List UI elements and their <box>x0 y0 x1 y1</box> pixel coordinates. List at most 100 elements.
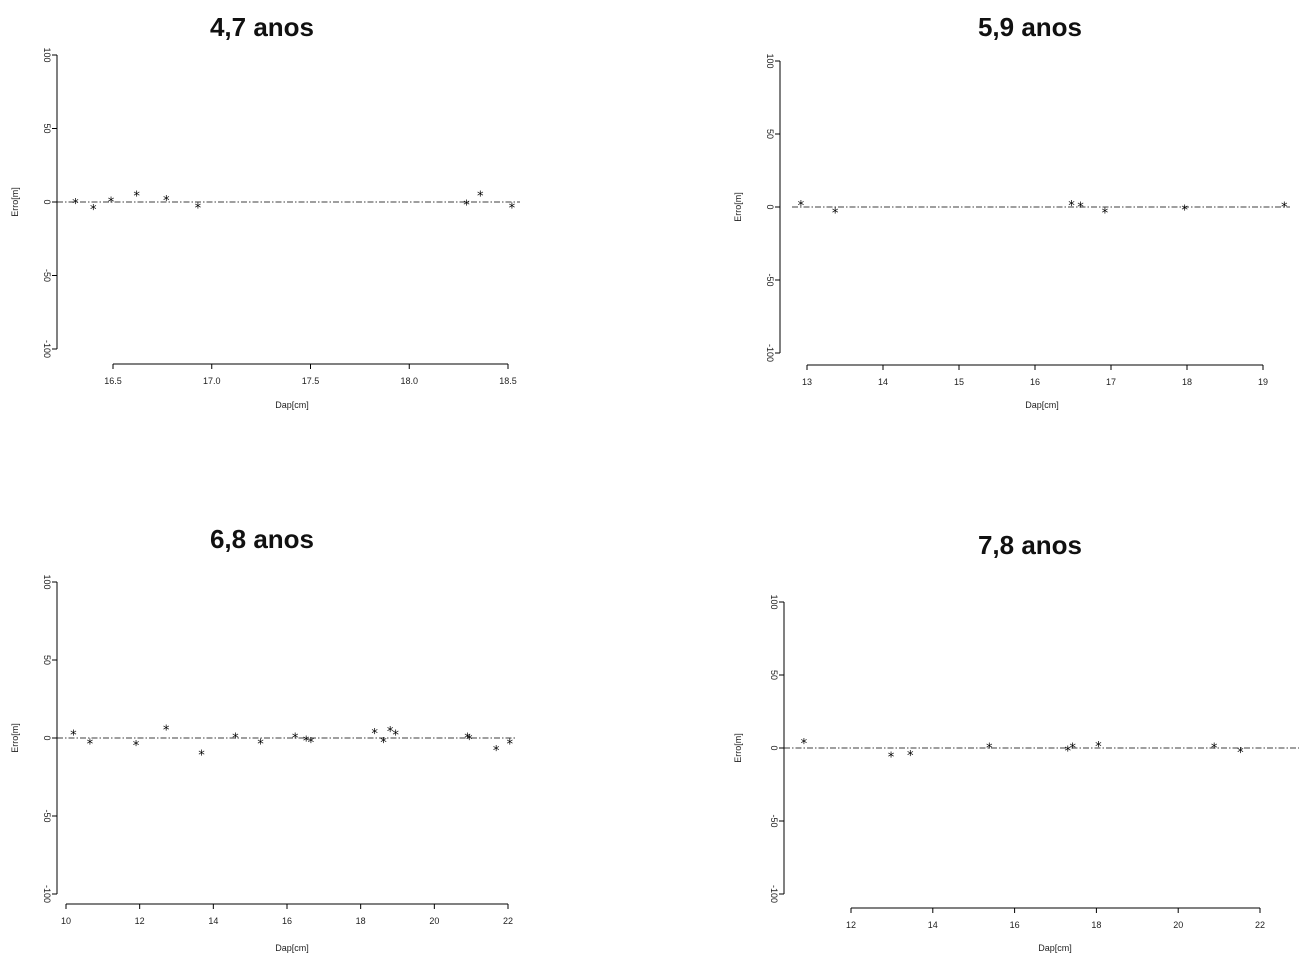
x-axis-label: Dap[cm] <box>275 400 309 410</box>
y-tick-label: 50 <box>765 129 775 139</box>
data-point: * <box>386 725 394 740</box>
data-point: * <box>133 190 141 205</box>
y-tick-label: 0 <box>42 199 52 204</box>
x-tick-label: 19 <box>1258 377 1268 387</box>
y-axis-label: Erro[m] <box>733 733 743 763</box>
y-tick-label: 0 <box>769 745 779 750</box>
data-point: * <box>1064 744 1072 759</box>
data-point: * <box>1095 740 1103 755</box>
y-tick-label: -100 <box>765 344 775 362</box>
x-tick-label: 12 <box>846 920 856 930</box>
data-point: * <box>506 738 514 753</box>
y-tick-label: -100 <box>42 340 52 358</box>
data-point: * <box>198 749 206 764</box>
data-point: * <box>257 738 265 753</box>
y-tick-label: -100 <box>769 885 779 903</box>
y-tick-label: 100 <box>769 594 779 609</box>
data-point: * <box>464 731 472 746</box>
x-tick-label: 15 <box>954 377 964 387</box>
data-point: * <box>162 194 170 209</box>
data-point: * <box>800 737 808 752</box>
data-point: * <box>392 728 400 743</box>
x-tick-label: 18 <box>1091 920 1101 930</box>
chart-title: 6,8 anos <box>210 524 314 554</box>
data-point: * <box>1280 201 1288 216</box>
y-tick-label: 0 <box>765 204 775 209</box>
data-point: * <box>380 736 388 751</box>
data-point: * <box>906 749 914 764</box>
x-tick-label: 10 <box>61 916 71 926</box>
data-point: * <box>194 201 202 216</box>
x-tick-label: 22 <box>503 916 513 926</box>
x-tick-label: 20 <box>1173 920 1183 930</box>
y-tick-label: 100 <box>42 574 52 589</box>
x-tick-label: 14 <box>878 377 888 387</box>
chart-panel-2: 5,9 anos 13 14 15 16 17 18 19 -100 -50 0 50 100 Dap[c… <box>650 0 1290 440</box>
x-tick-label: 17.5 <box>302 376 320 386</box>
chart-panel-3: 6,8 anos 10 12 14 16 18 20 22 -100 -50 0 50 100 Dap[c… <box>0 478 620 956</box>
x-tick-label: 14 <box>208 916 218 926</box>
data-point: * <box>1068 199 1076 214</box>
x-tick-label: 18 <box>356 916 366 926</box>
data-point: * <box>1101 206 1109 221</box>
data-point: * <box>476 190 484 205</box>
y-tick-label: -50 <box>769 814 779 827</box>
y-axis-label: Erro[m] <box>10 723 20 753</box>
y-axis-label: Erro[m] <box>10 187 20 217</box>
x-axis-label: Dap[cm] <box>275 943 309 953</box>
x-tick-label: 22 <box>1255 920 1265 930</box>
x-tick-label: 20 <box>429 916 439 926</box>
data-point: * <box>831 206 839 221</box>
x-tick-label: 17 <box>1106 377 1116 387</box>
data-point: * <box>492 744 500 759</box>
data-point: * <box>72 197 80 212</box>
x-tick-label: 17.0 <box>203 376 221 386</box>
data-point: * <box>1236 746 1244 761</box>
data-point: * <box>465 733 473 748</box>
data-point: * <box>107 196 115 211</box>
x-tick-label: 16 <box>282 916 292 926</box>
chart-title: 5,9 anos <box>978 12 1082 42</box>
x-tick-label: 18.5 <box>499 376 517 386</box>
y-tick-label: 100 <box>42 47 52 62</box>
y-tick-label: -100 <box>42 885 52 903</box>
chart-panel-4: 7,8 anos 12 14 16 18 20 22 -100 -50 0 50 100 Dap[cm]… <box>650 478 1299 956</box>
chart-3: 6,8 anos 10 12 14 16 18 20 22 -100 -50 0 50 100 Dap[c… <box>10 524 515 953</box>
data-point: * <box>371 727 379 742</box>
chart-4: 7,8 anos 12 14 16 18 20 22 -100 -50 0 50 100 Dap[cm]… <box>733 530 1299 953</box>
x-tick-label: 18.0 <box>400 376 418 386</box>
x-tick-label: 12 <box>135 916 145 926</box>
data-point: * <box>162 724 170 739</box>
data-point: * <box>508 201 516 216</box>
data-point: * <box>1210 742 1218 757</box>
y-tick-label: -50 <box>42 269 52 282</box>
data-point: * <box>985 742 993 757</box>
y-tick-label: 50 <box>42 655 52 665</box>
data-point: * <box>1181 203 1189 218</box>
data-point: * <box>797 199 805 214</box>
x-tick-label: 16 <box>1030 377 1040 387</box>
x-tick-label: 14 <box>928 920 938 930</box>
data-point: * <box>132 739 140 754</box>
y-tick-label: 50 <box>42 123 52 133</box>
y-tick-label: 100 <box>765 53 775 68</box>
data-point: * <box>1069 742 1077 757</box>
data-point: * <box>86 738 94 753</box>
chart-2: 5,9 anos 13 14 15 16 17 18 19 -100 -50 0 50 100 Dap[c… <box>733 12 1290 410</box>
y-tick-label: -50 <box>42 809 52 822</box>
x-tick-label: 18 <box>1182 377 1192 387</box>
y-tick-label: 50 <box>769 670 779 680</box>
chart-title: 7,8 anos <box>978 530 1082 560</box>
x-axis-label: Dap[cm] <box>1025 400 1059 410</box>
chart-panel-1: 4,7 anos 16.5 17.0 17.5 18.0 18.5 -100 -50 0 50 10… <box>0 0 620 440</box>
y-tick-label: 0 <box>42 735 52 740</box>
data-point: * <box>89 203 97 218</box>
data-point: * <box>291 731 299 746</box>
data-point: * <box>463 198 471 213</box>
y-axis-label: Erro[m] <box>733 192 743 222</box>
x-axis-label: Dap[cm] <box>1038 943 1072 953</box>
chart-1: 4,7 anos 16.5 17.0 17.5 18.0 18.5 -100 -50 0 50 10… <box>10 12 520 410</box>
data-point: * <box>307 736 315 751</box>
data-point: * <box>232 731 240 746</box>
data-point: * <box>887 750 895 765</box>
